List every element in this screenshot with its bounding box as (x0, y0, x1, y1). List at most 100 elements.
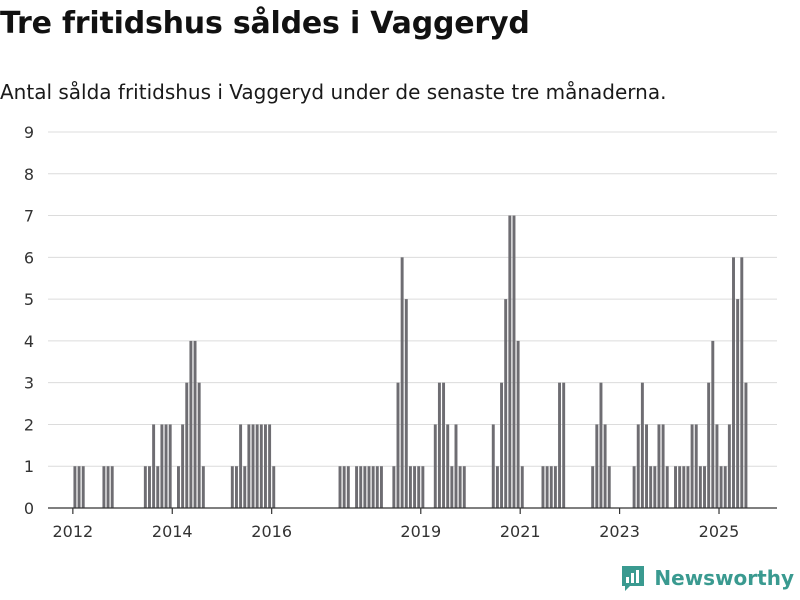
bar (251, 424, 255, 508)
chart-title: Tre fritidshus såldes i Vaggeryd (0, 6, 530, 41)
bar (152, 424, 156, 508)
newsworthy-logo-icon (622, 566, 645, 591)
bar (230, 466, 234, 508)
bar (375, 466, 379, 508)
bar (247, 424, 251, 508)
bar (164, 424, 168, 508)
bar (433, 424, 437, 508)
bar (355, 466, 359, 508)
bar (73, 466, 77, 508)
bar (645, 424, 648, 508)
bar (508, 215, 512, 508)
bar (678, 466, 682, 508)
bar (413, 466, 417, 508)
chart-subtitle: Antal sålda fritidshus i Vaggeryd under … (0, 80, 667, 104)
bar (636, 424, 640, 508)
bar (102, 466, 106, 508)
bar (185, 382, 189, 508)
bar (106, 466, 110, 508)
bar (268, 424, 272, 508)
bar (723, 466, 727, 508)
bar (392, 466, 396, 508)
bar (736, 299, 740, 508)
bar (404, 299, 408, 508)
y-axis-ticks: 0 1 2 3 4 5 6 7 8 9 (24, 123, 34, 518)
bar (690, 424, 694, 508)
bar (396, 382, 400, 508)
bar (239, 424, 243, 508)
y-tick-label: 1 (24, 457, 34, 476)
bar (201, 466, 205, 508)
bar (193, 340, 197, 508)
bar (740, 257, 744, 508)
bar (371, 466, 375, 508)
bar (243, 466, 247, 508)
bar (640, 382, 644, 508)
y-tick-label: 6 (24, 248, 34, 267)
brand-name: Newsworthy (654, 566, 794, 590)
bar (359, 466, 363, 508)
x-tick-label: 2023 (599, 522, 640, 541)
bar (719, 466, 723, 508)
bar (549, 466, 553, 508)
bar (674, 466, 677, 508)
y-tick-label: 7 (24, 207, 34, 226)
bar (421, 466, 425, 508)
bar (148, 466, 151, 508)
bar (462, 466, 466, 508)
bar (703, 466, 706, 508)
bar (512, 215, 516, 508)
x-tick-label: 2016 (251, 522, 292, 541)
bar (707, 382, 711, 508)
x-tick-label: 2019 (400, 522, 441, 541)
bar (81, 466, 85, 508)
bar (263, 424, 267, 508)
bar (442, 382, 446, 508)
bar (181, 424, 185, 508)
annotations: 3 (748, 0, 761, 6)
x-tick-label: 2025 (699, 522, 740, 541)
y-tick-label: 2 (24, 415, 34, 434)
x-axis-ticks: 2012 2014 2016 2019 2021 2023 2025 (52, 508, 739, 541)
bar (607, 466, 611, 508)
bar (516, 340, 520, 508)
bar (491, 424, 495, 508)
bar (603, 424, 607, 508)
bar (189, 340, 193, 508)
bar (408, 466, 412, 508)
bar (367, 466, 371, 508)
bar (495, 466, 499, 508)
newsworthy-brand: Newsworthy (620, 564, 794, 592)
bar (259, 424, 263, 508)
y-tick-label: 9 (24, 123, 34, 142)
grid-lines (48, 131, 777, 467)
bar (657, 424, 661, 508)
bar (504, 299, 508, 508)
bar (686, 466, 690, 508)
bar (446, 424, 450, 508)
bar (363, 466, 367, 508)
bar (632, 466, 636, 508)
bar (520, 466, 524, 508)
y-tick-label: 5 (24, 290, 34, 309)
x-tick-label: 2012 (52, 522, 93, 541)
bar (711, 340, 715, 508)
y-tick-label: 3 (24, 374, 34, 393)
bar (653, 466, 657, 508)
bar (682, 466, 686, 508)
bar (338, 466, 342, 508)
bar (541, 466, 545, 508)
bar (744, 382, 748, 508)
bar (562, 382, 566, 508)
x-tick-label: 2021 (500, 522, 541, 541)
bar (255, 424, 259, 508)
bar (168, 424, 172, 508)
y-tick-label: 0 (24, 499, 34, 518)
bar (143, 466, 147, 508)
bar (500, 382, 504, 508)
bar (342, 466, 346, 508)
bar (272, 466, 276, 508)
bar (732, 257, 735, 508)
bar (77, 466, 81, 508)
